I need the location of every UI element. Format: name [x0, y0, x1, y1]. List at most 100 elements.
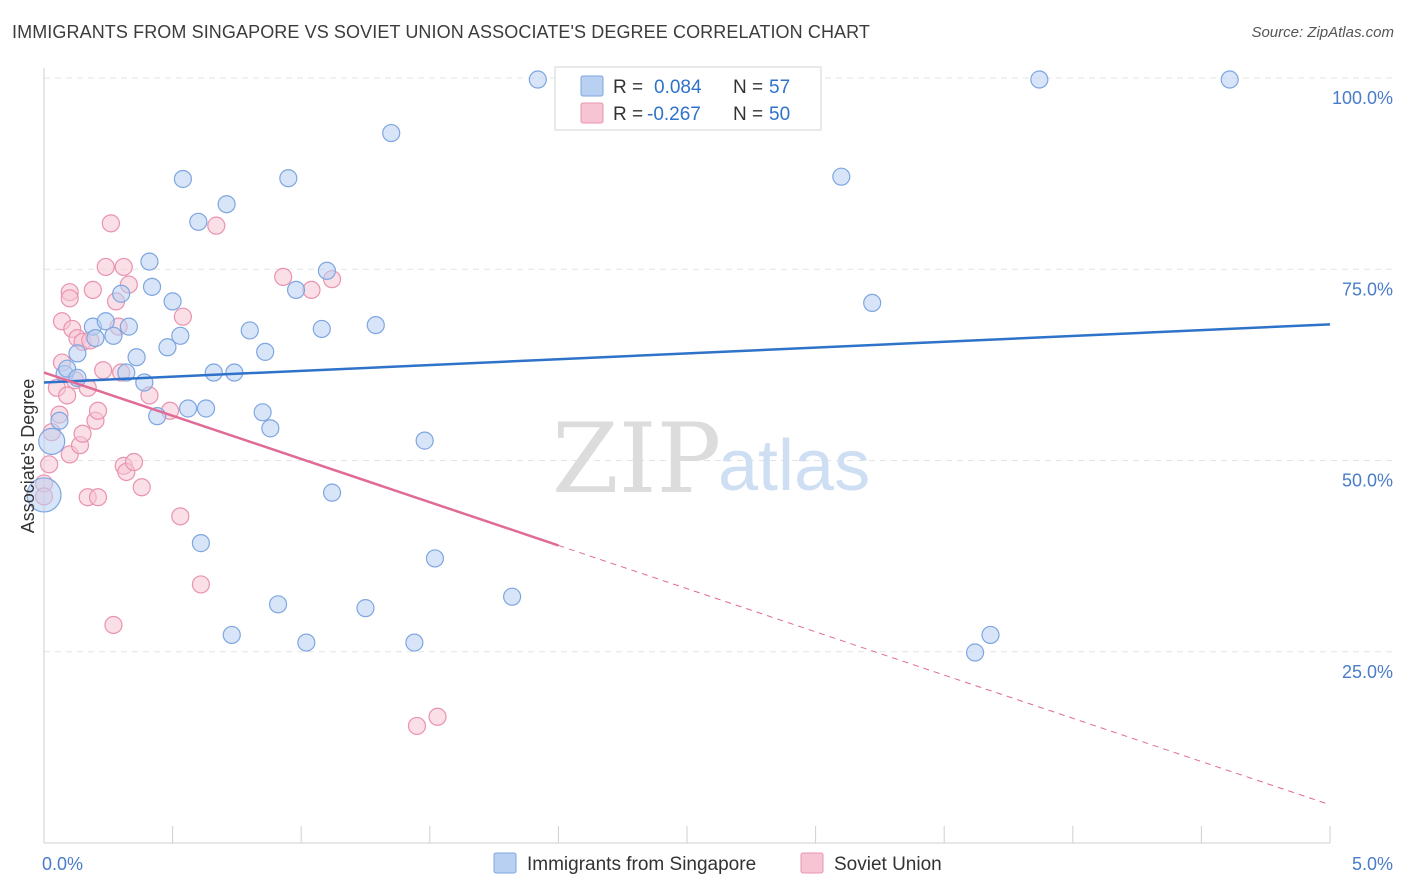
- soviet-union-point: [171, 507, 190, 526]
- singapore-point: [38, 427, 66, 455]
- soviet-n-label: N =: [733, 104, 763, 125]
- watermark-zip: ZIP: [552, 403, 721, 515]
- soviet-union-point: [94, 361, 113, 380]
- stats-legend: R = 0.084 N = 57 R = -0.267 N = 50: [554, 66, 822, 131]
- singapore-point: [240, 321, 259, 340]
- soviet-union-point: [173, 307, 192, 326]
- singapore-point: [832, 167, 851, 186]
- soviet-union-point: [124, 452, 144, 472]
- singapore-points: [26, 70, 1239, 662]
- x-tick-labels: 0.0% 5.0%: [42, 854, 1393, 874]
- singapore-point: [191, 534, 210, 553]
- singapore-point: [425, 549, 445, 568]
- singapore-r-value: 0.084: [654, 77, 702, 98]
- singapore-point: [261, 419, 280, 438]
- singapore-n-label: N =: [733, 77, 763, 98]
- soviet-union-point: [88, 488, 108, 507]
- singapore-point: [415, 431, 434, 450]
- soviet-union-point: [96, 257, 115, 277]
- singapore-swatch: [580, 75, 604, 97]
- singapore-point: [117, 363, 136, 382]
- soviet-union-point: [114, 257, 133, 277]
- soviet-union-point: [207, 216, 226, 235]
- soviet-union-point: [101, 214, 120, 233]
- singapore-point: [142, 277, 162, 296]
- singapore-point: [256, 342, 275, 361]
- singapore-point: [112, 284, 131, 303]
- singapore-point: [253, 403, 272, 422]
- singapore-point: [366, 315, 385, 335]
- singapore-point: [204, 363, 223, 382]
- singapore-point: [50, 411, 69, 430]
- singapore-point: [173, 169, 192, 189]
- legend-soviet-swatch: [800, 852, 824, 874]
- soviet-union-point: [83, 280, 102, 300]
- legend-singapore-label: Immigrants from Singapore: [527, 854, 756, 875]
- singapore-point: [163, 292, 182, 311]
- soviet-union-point: [132, 478, 151, 497]
- singapore-point: [96, 312, 115, 331]
- y-tick-label-0: 25.0%: [1342, 662, 1393, 682]
- singapore-point: [127, 348, 146, 367]
- soviet-union-point: [40, 455, 59, 474]
- singapore-point: [196, 399, 216, 418]
- soviet-union-point: [191, 575, 210, 594]
- singapore-n-value: 57: [769, 77, 790, 98]
- legend-soviet-label: Soviet Union: [834, 854, 942, 875]
- soviet-union-points: [34, 214, 447, 736]
- singapore-point: [863, 293, 882, 313]
- singapore-point: [1030, 70, 1049, 89]
- singapore-point: [981, 625, 1000, 645]
- soviet-trend-line: [43, 371, 559, 547]
- singapore-point: [317, 261, 337, 280]
- soviet-trend-extension: [558, 544, 1331, 806]
- legend-singapore-swatch: [493, 852, 517, 874]
- soviet-union-point: [73, 424, 92, 443]
- singapore-point: [297, 633, 316, 652]
- singapore-point: [382, 123, 401, 143]
- singapore-point: [189, 212, 208, 231]
- singapore-point: [86, 329, 105, 348]
- singapore-point: [965, 643, 985, 662]
- y-tick-label-1: 50.0%: [1342, 471, 1393, 491]
- singapore-point: [158, 338, 177, 357]
- soviet-union-point: [302, 280, 321, 300]
- singapore-point: [140, 252, 159, 271]
- singapore-point: [178, 399, 198, 418]
- soviet-union-point: [60, 289, 79, 308]
- soviet-r-value: -0.267: [647, 104, 701, 125]
- singapore-point: [119, 317, 138, 336]
- singapore-point: [222, 625, 241, 645]
- singapore-point: [171, 326, 190, 345]
- singapore-point: [217, 195, 236, 214]
- chart-title: IMMIGRANTS FROM SINGAPORE VS SOVIET UNIO…: [12, 22, 871, 42]
- soviet-union-point: [407, 716, 427, 736]
- soviet-union-point: [428, 707, 447, 726]
- singapore-point: [68, 344, 87, 363]
- soviet-union-point: [274, 267, 293, 286]
- singapore-point: [286, 280, 306, 300]
- watermark-atlas: atlas: [718, 426, 870, 506]
- singapore-point: [104, 326, 123, 345]
- soviet-r-label: R =: [613, 104, 643, 125]
- singapore-point: [503, 587, 522, 606]
- series-legend: Immigrants from Singapore Soviet Union: [493, 852, 942, 875]
- singapore-point: [322, 483, 342, 502]
- singapore-point: [279, 169, 298, 188]
- gridlines: [44, 77, 1392, 653]
- soviet-swatch: [580, 102, 604, 124]
- x-tick-label-1: 5.0%: [1352, 854, 1393, 874]
- x-ticks: [43, 826, 1331, 843]
- singapore-point: [268, 595, 288, 614]
- soviet-n-value: 50: [769, 104, 790, 125]
- singapore-point: [356, 599, 375, 618]
- soviet-union-point: [88, 401, 108, 420]
- x-tick-label-0: 0.0%: [42, 854, 83, 874]
- singapore-trend-line: [43, 323, 1331, 384]
- y-axis-title: Associate's Degree: [18, 379, 38, 534]
- soviet-union-point: [104, 615, 123, 635]
- singapore-point: [1220, 70, 1239, 89]
- trend-lines: [43, 323, 1331, 806]
- singapore-point: [405, 633, 424, 652]
